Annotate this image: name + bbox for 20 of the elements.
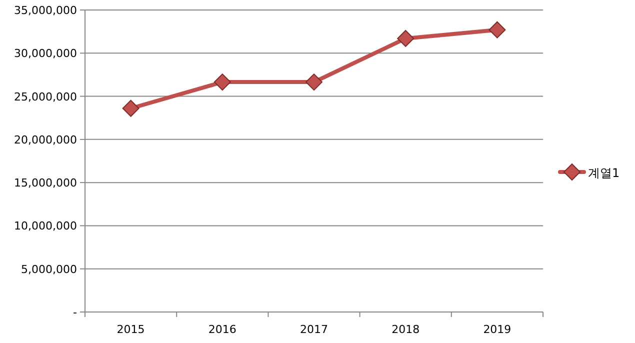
x-tick-label: 2019	[483, 323, 512, 336]
legend-label: 계열1	[588, 166, 620, 180]
x-tick-label: 2017	[300, 323, 328, 336]
y-tick-label: 20,000,000	[14, 133, 77, 146]
x-tick-label: 2018	[392, 323, 420, 336]
y-tick-label: 10,000,000	[14, 220, 77, 233]
point	[306, 74, 322, 91]
y-tick-label: 15,000,000	[14, 176, 77, 190]
y-tick-label: -	[73, 306, 78, 319]
point	[488, 21, 506, 38]
y-tick-label: 5,000,000	[21, 262, 77, 276]
legend: 계열1	[558, 163, 620, 181]
point	[214, 74, 231, 91]
x-tick-label: 2015	[116, 323, 145, 336]
point	[397, 30, 414, 47]
y-tick-label: 35,000,000	[14, 4, 77, 17]
x-tick-label: 2016	[208, 323, 236, 336]
point	[122, 100, 140, 117]
y-tick-label: 25,000,000	[14, 90, 77, 104]
y-tick-label: 30,000,000	[14, 47, 77, 60]
